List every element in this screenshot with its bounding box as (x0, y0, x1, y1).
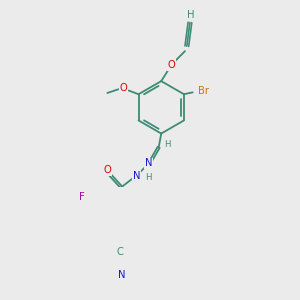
Text: O: O (104, 165, 111, 175)
Text: Br: Br (198, 86, 209, 96)
Text: H: H (164, 140, 171, 149)
Text: O: O (167, 60, 175, 70)
Text: N: N (118, 270, 125, 280)
Text: C: C (117, 247, 124, 257)
Text: H: H (188, 10, 195, 20)
Text: N: N (145, 158, 152, 169)
Text: N: N (133, 171, 140, 181)
Text: H: H (146, 173, 152, 182)
Text: O: O (120, 83, 128, 93)
Text: F: F (79, 192, 85, 202)
